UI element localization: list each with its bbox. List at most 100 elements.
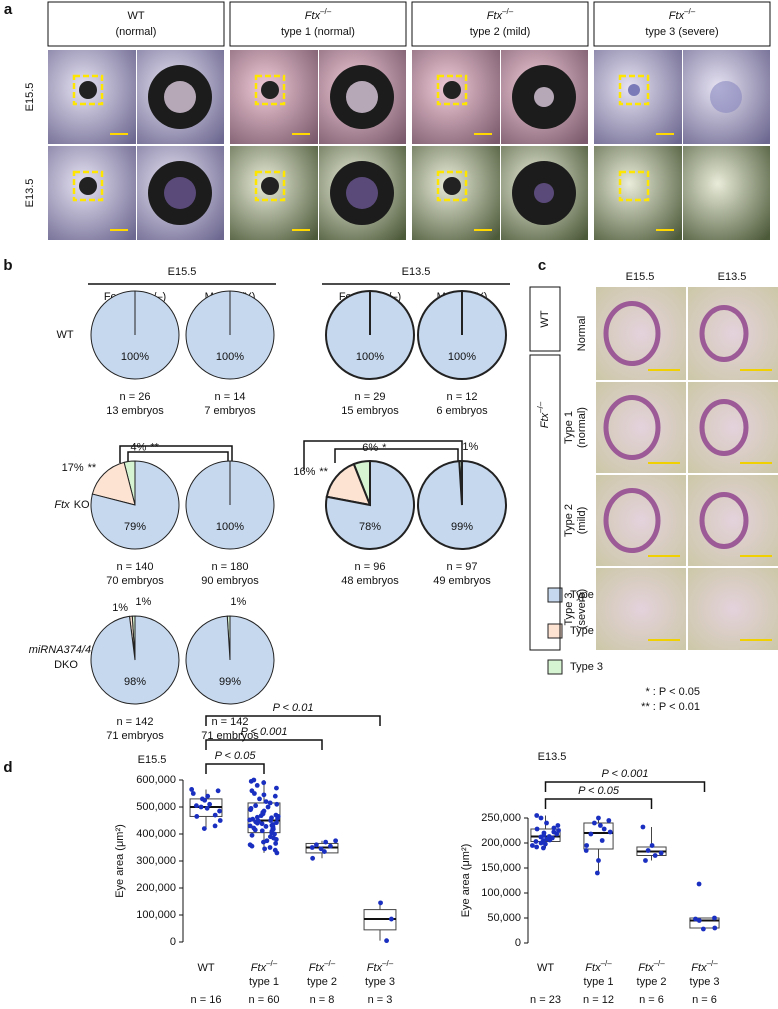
data-point xyxy=(333,838,339,844)
legend-label: Type 3 xyxy=(570,661,603,673)
data-point xyxy=(700,926,706,932)
group-label: WT xyxy=(539,310,551,327)
gene-name: Ftx xyxy=(54,499,70,511)
data-point xyxy=(261,792,267,798)
eye xyxy=(79,177,97,195)
y-axis-title: Eye area (μm²) xyxy=(460,844,472,918)
superscript: –/– xyxy=(654,959,666,968)
data-point xyxy=(254,820,260,826)
x-tick-label: Ftx–/– xyxy=(638,959,665,974)
header-line: type 3 (severe) xyxy=(645,26,718,38)
y-axis-title: Eye area (μm²) xyxy=(114,824,126,898)
data-point xyxy=(201,826,207,831)
row-label: (normal) xyxy=(576,407,588,448)
pie-label: 100% xyxy=(121,351,149,363)
gene-name: Ftx xyxy=(251,962,267,974)
pie-embryos: 49 embryos xyxy=(433,575,491,587)
data-point xyxy=(254,814,260,820)
significance-label: P < 0.001 xyxy=(602,768,649,780)
eye xyxy=(261,81,279,99)
superscript: –/– xyxy=(266,959,278,968)
data-point xyxy=(205,793,211,799)
data-point xyxy=(554,831,560,837)
data-point xyxy=(645,848,651,853)
y-tick-label: 600,000 xyxy=(136,774,176,786)
data-point xyxy=(189,787,195,792)
stage-header: E13.5 xyxy=(402,266,431,278)
photo-zoom xyxy=(683,146,770,240)
zoom-box xyxy=(254,74,286,106)
significance-note: * : P < 0.05 xyxy=(645,686,700,698)
significance-label: P < 0.05 xyxy=(578,785,620,797)
data-point xyxy=(259,828,265,834)
n-label: n = 3 xyxy=(368,994,393,1006)
lens xyxy=(164,81,196,113)
n-label: n = 23 xyxy=(530,994,561,1006)
data-point xyxy=(263,799,269,804)
superscript: –/– xyxy=(684,7,696,16)
row-label: (mild) xyxy=(576,507,588,535)
significance-label: P < 0.001 xyxy=(241,726,288,738)
pie-embryos: 13 embryos xyxy=(106,405,164,417)
pie-label: 1% xyxy=(462,441,478,453)
data-point xyxy=(249,832,255,838)
data-point xyxy=(696,881,702,887)
header-line: Ftx–/– xyxy=(669,7,696,22)
histology-eye xyxy=(603,301,661,366)
data-point xyxy=(267,845,273,850)
histology xyxy=(596,568,686,650)
gene-name: Ftx xyxy=(367,962,383,974)
header-box xyxy=(47,1,225,47)
panel-label: b xyxy=(3,257,12,274)
data-point xyxy=(551,825,557,831)
panel-label: d xyxy=(3,759,12,776)
data-point xyxy=(261,780,267,786)
gene-name: Ftx xyxy=(539,412,551,428)
histology-eye xyxy=(603,395,661,460)
data-point xyxy=(310,855,316,861)
pie-label: 100% xyxy=(448,351,476,363)
pie-label: 1% xyxy=(112,602,128,614)
significance-label: P < 0.05 xyxy=(215,750,257,762)
pie-label: 98% xyxy=(124,676,146,688)
eye xyxy=(443,81,461,99)
data-point xyxy=(533,839,539,844)
n-label: n = 60 xyxy=(249,994,280,1006)
y-tick-label: 300,000 xyxy=(136,855,176,867)
significance-bracket xyxy=(544,781,706,792)
group-box xyxy=(529,354,561,651)
x-tick-label: Ftx–/– xyxy=(251,959,278,974)
y-tick-label: 200,000 xyxy=(481,837,521,849)
genotype-suffix: KO xyxy=(74,499,90,511)
data-point xyxy=(388,916,394,922)
pie-n: n = 97 xyxy=(447,561,478,573)
pie-label: 1% xyxy=(135,596,151,608)
data-point xyxy=(190,791,196,796)
data-point xyxy=(212,823,218,829)
y-tick-label: 200,000 xyxy=(136,882,176,894)
data-point xyxy=(274,850,280,856)
pie-embryos: 71 embryos xyxy=(106,730,164,742)
header-box xyxy=(593,1,771,47)
pie-label: 6% * xyxy=(362,442,387,454)
pie-label: 17% ** xyxy=(62,462,97,474)
row-label: E15.5 xyxy=(24,83,36,112)
lens xyxy=(164,177,196,209)
pie-n: n = 12 xyxy=(447,391,478,403)
pie-n: n = 142 xyxy=(116,716,153,728)
data-point xyxy=(538,834,544,840)
header-line: type 1 (normal) xyxy=(281,26,355,38)
row-label: Normal xyxy=(576,316,588,351)
data-point xyxy=(267,800,273,806)
data-point xyxy=(588,831,594,837)
data-point xyxy=(253,803,259,809)
data-point xyxy=(202,797,208,803)
y-tick-label: 0 xyxy=(515,937,521,949)
n-label: n = 12 xyxy=(583,994,614,1006)
gene-name: Ftx xyxy=(305,10,321,22)
pie-embryos: 6 embryos xyxy=(436,405,488,417)
pie-percent: 16% xyxy=(293,466,315,478)
row-label: (severe) xyxy=(576,589,588,629)
data-point xyxy=(384,938,389,944)
y-tick-label: 150,000 xyxy=(481,862,521,874)
